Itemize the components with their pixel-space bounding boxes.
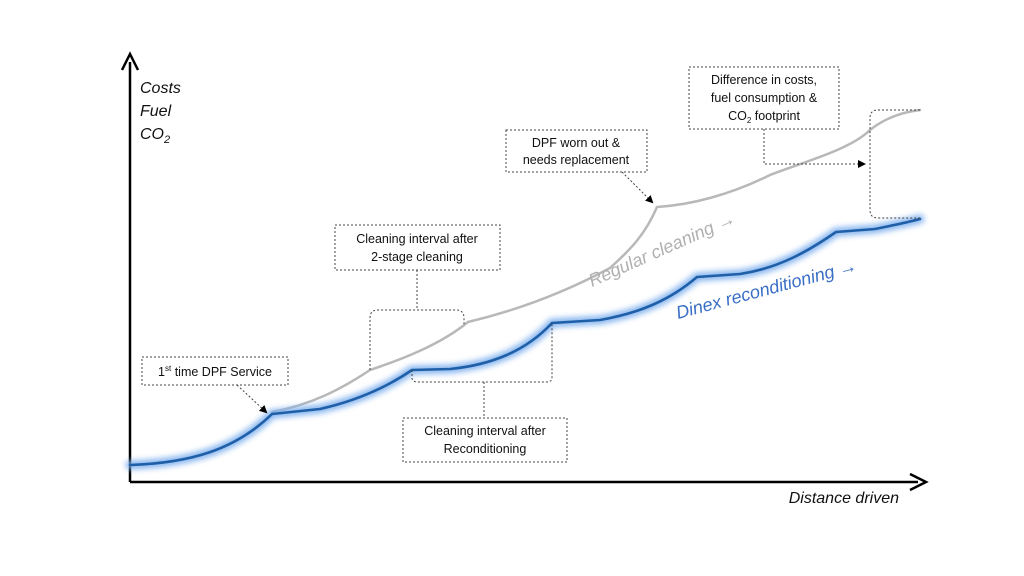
- svg-text:DPF worn out &: DPF worn out &: [532, 136, 621, 150]
- callout-two-stage-cleaning: Cleaning interval after 2-stage cleaning: [334, 224, 501, 370]
- callout-dpf-worn-out: DPF worn out & needs replacement: [505, 129, 654, 204]
- x-label-distance: Distance driven: [789, 490, 899, 507]
- svg-text:2-stage cleaning: 2-stage cleaning: [371, 250, 463, 264]
- svg-text:Reconditioning: Reconditioning: [444, 442, 527, 456]
- callout-reconditioning: Cleaning interval after Reconditioning: [402, 323, 568, 463]
- dinex-reconditioning-curve: [128, 217, 922, 467]
- y-label-costs: Costs: [140, 80, 181, 97]
- callout-difference: Difference in costs, fuel consumption & …: [688, 66, 920, 219]
- y-axis-arrowhead: [120, 51, 140, 71]
- svg-text:CO2 footprint: CO2 footprint: [728, 109, 800, 125]
- axes: [120, 51, 929, 492]
- svg-text:1st time DPF Service: 1st time DPF Service: [158, 364, 272, 379]
- svg-text:fuel consumption &: fuel consumption &: [711, 91, 818, 105]
- svg-text:Difference in costs,: Difference in costs,: [711, 73, 817, 87]
- svg-text:Cleaning interval after: Cleaning interval after: [356, 232, 478, 246]
- y-label-co2: CO2: [140, 126, 170, 146]
- y-label-fuel: Fuel: [140, 103, 172, 120]
- x-axis-arrowhead: [909, 472, 929, 492]
- svg-text:needs replacement: needs replacement: [523, 153, 630, 167]
- callout-first-service: 1st time DPF Service: [141, 356, 289, 414]
- svg-text:Cleaning interval after: Cleaning interval after: [424, 424, 546, 438]
- regular-cleaning-curve: [270, 108, 922, 414]
